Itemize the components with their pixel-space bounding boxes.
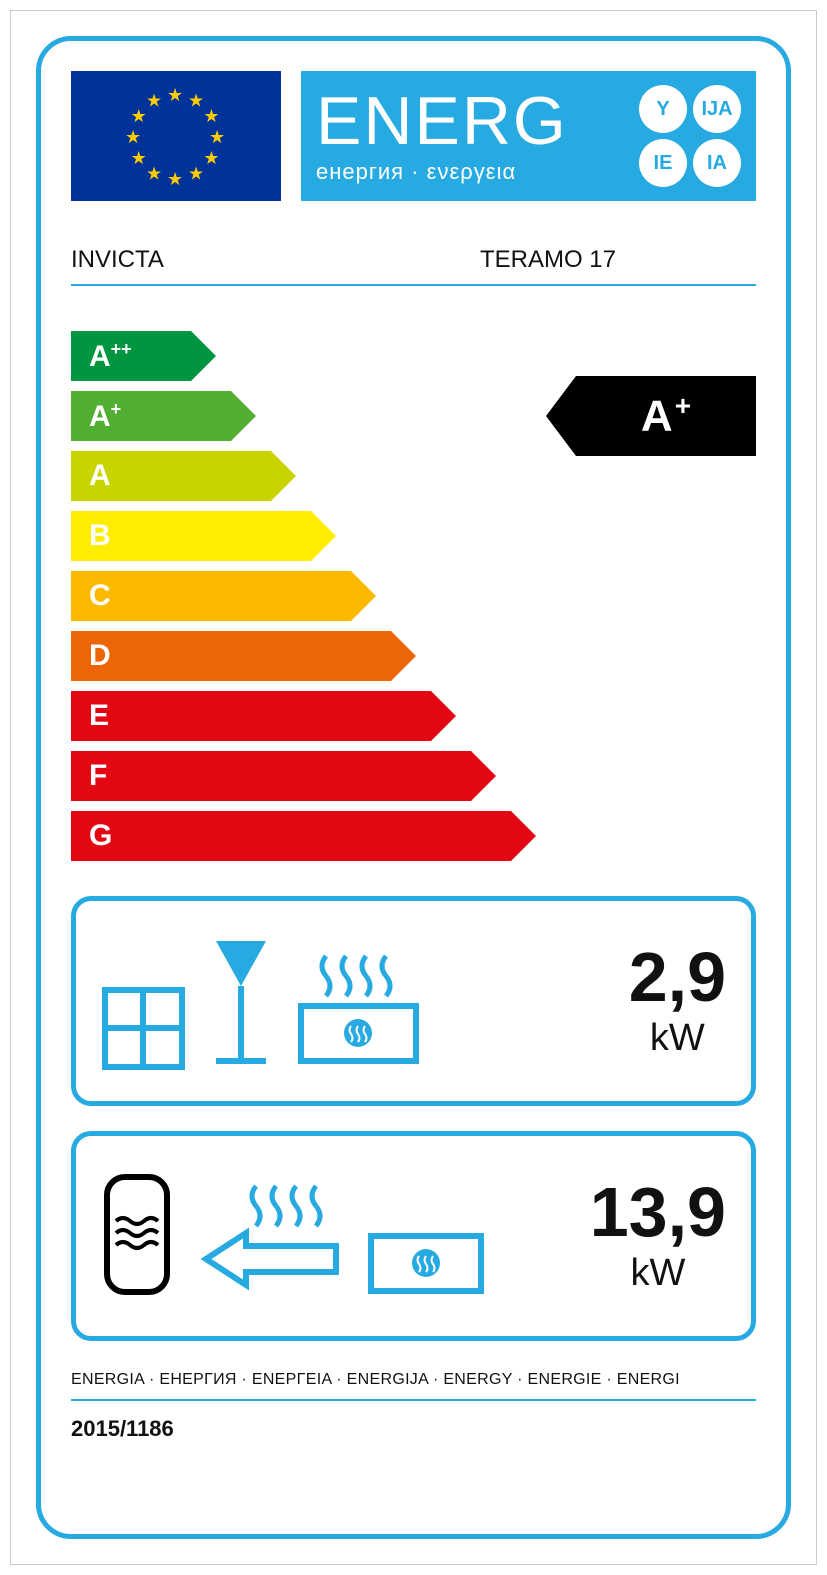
eu-star: ★ bbox=[167, 169, 183, 190]
scale-row: D bbox=[71, 631, 756, 681]
efficiency-scale: A++ A+ ABCDEFG A+ bbox=[71, 331, 756, 871]
space-heating-unit: kW bbox=[629, 1017, 726, 1060]
heater-waves-icon bbox=[296, 951, 426, 1071]
footer-languages: ENERGIA · ЕНЕРГИЯ · ΕΝΕΡΓΕΙΑ · ENERGIJA … bbox=[71, 1371, 756, 1401]
space-heating-icons bbox=[101, 931, 426, 1071]
eu-star: ★ bbox=[188, 91, 204, 112]
scale-class-label: A++ bbox=[89, 339, 132, 374]
suffix-badge: IJA bbox=[693, 85, 741, 133]
water-heating-num: 13,9 bbox=[590, 1177, 726, 1247]
scale-row: E bbox=[71, 691, 756, 741]
suffix-badge: IA bbox=[693, 139, 741, 187]
eu-star: ★ bbox=[167, 85, 183, 106]
scale-class-label: B bbox=[89, 519, 111, 553]
energ-block: ENERG енергия · ενεργεια YIJAIEIA bbox=[301, 71, 756, 201]
suffix-badge: IE bbox=[639, 139, 687, 187]
eu-star: ★ bbox=[203, 148, 219, 169]
scale-row: A++ bbox=[71, 331, 756, 381]
eu-star: ★ bbox=[203, 106, 219, 127]
outer-frame: ★★★★★★★★★★★★ ENERG енергия · ενεργεια YI… bbox=[10, 10, 817, 1565]
regulation-number: 2015/1186 bbox=[71, 1416, 756, 1442]
eu-star: ★ bbox=[146, 91, 162, 112]
eu-star: ★ bbox=[125, 127, 141, 148]
heater-icon bbox=[366, 1231, 486, 1301]
water-heating-value: 13,9 kW bbox=[590, 1177, 726, 1295]
scale-row: A bbox=[71, 451, 756, 501]
eu-star: ★ bbox=[146, 163, 162, 184]
rating-badge-tip bbox=[546, 376, 576, 456]
rating-value: A+ bbox=[641, 390, 691, 442]
scale-class-label: C bbox=[89, 579, 111, 613]
arrow-waves-icon bbox=[196, 1181, 346, 1301]
energ-subtitle: енергия · ενεργεια bbox=[316, 159, 624, 185]
scale-row: G bbox=[71, 811, 756, 861]
eu-star: ★ bbox=[131, 106, 147, 127]
lamp-icon bbox=[206, 931, 276, 1071]
energ-text: ENERG енергия · ενεργεια bbox=[316, 87, 624, 185]
eu-star: ★ bbox=[188, 163, 204, 184]
suffix-grid: YIJAIEIA bbox=[639, 85, 741, 187]
boiler-icon bbox=[101, 1171, 176, 1301]
scale-row: C bbox=[71, 571, 756, 621]
rating-badge: A+ bbox=[576, 376, 756, 456]
eu-star: ★ bbox=[209, 127, 225, 148]
brand-label: INVICTA bbox=[71, 246, 164, 274]
suffix-badge: Y bbox=[639, 85, 687, 133]
scale-class-label: A+ bbox=[89, 399, 121, 434]
water-heating-icons bbox=[101, 1171, 486, 1301]
window-icon bbox=[101, 986, 186, 1071]
scale-class-label: A bbox=[89, 459, 111, 493]
space-heating-box: 2,9 kW bbox=[71, 896, 756, 1106]
scale-row: B bbox=[71, 511, 756, 561]
eu-stars: ★★★★★★★★★★★★ bbox=[126, 86, 226, 186]
water-heating-box: 13,9 kW bbox=[71, 1131, 756, 1341]
scale-class-label: G bbox=[89, 819, 112, 853]
water-heating-unit: kW bbox=[590, 1252, 726, 1295]
eu-star: ★ bbox=[131, 148, 147, 169]
energy-label-card: ★★★★★★★★★★★★ ENERG енергия · ενεργεια YI… bbox=[36, 36, 791, 1539]
space-heating-num: 2,9 bbox=[629, 942, 726, 1012]
space-heating-value: 2,9 kW bbox=[629, 942, 726, 1060]
eu-flag: ★★★★★★★★★★★★ bbox=[71, 71, 281, 201]
header: ★★★★★★★★★★★★ ENERG енергия · ενεργεια YI… bbox=[71, 71, 756, 201]
scale-class-label: F bbox=[89, 759, 107, 793]
product-row: INVICTA TERAMO 17 bbox=[71, 246, 756, 286]
scale-row: F bbox=[71, 751, 756, 801]
scale-class-label: E bbox=[89, 699, 109, 733]
model-label: TERAMO 17 bbox=[480, 246, 616, 274]
energ-title: ENERG bbox=[316, 87, 624, 155]
scale-class-label: D bbox=[89, 639, 111, 673]
